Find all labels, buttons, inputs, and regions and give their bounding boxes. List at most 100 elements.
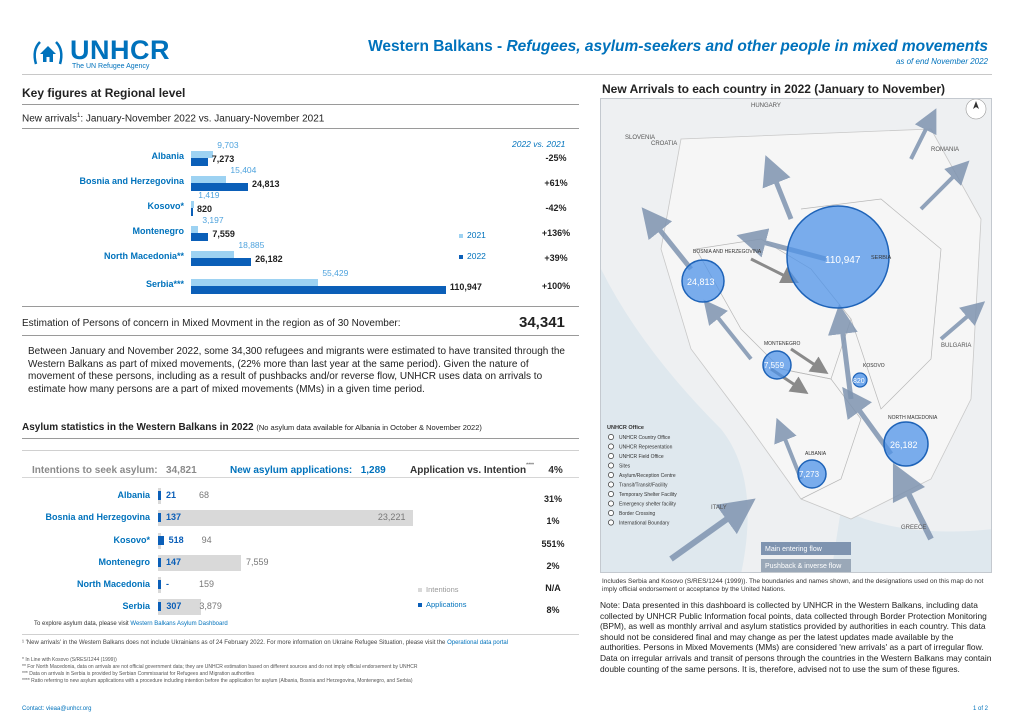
legend-symbol-icon (608, 510, 614, 516)
comparison-header: 2022 vs. 2021 (512, 139, 566, 149)
arrivals-country-label: Serbia*** (145, 279, 184, 289)
unhcr-logo: UNHCR The UN Refugee Agency (30, 36, 190, 70)
legend-symbol-icon (608, 434, 614, 440)
application-ratio: 8% (546, 605, 560, 615)
application-ratio: 1% (546, 516, 560, 526)
bubble-kosovo-label: 820 (853, 378, 865, 385)
bubble-north-macedonia-label: 26,182 (890, 440, 918, 450)
legend-2022: 2022 (459, 251, 486, 261)
estimation-divider (22, 335, 579, 336)
subtitle-divider (22, 128, 579, 129)
map-legend: UNHCR Office UNHCR Country Office UNHCR R… (607, 425, 677, 527)
legend-applications-swatch (418, 603, 422, 608)
bubble-kosovo (852, 372, 868, 388)
bubble-kosovo-country: KOSOVO (863, 363, 885, 369)
map-legend-title: UNHCR Office (607, 425, 644, 431)
sea-area (601, 269, 748, 572)
legend-symbol-icon (608, 472, 614, 478)
bar-2022 (191, 158, 208, 166)
estimation-value: 34,341 (519, 314, 565, 331)
legend-applications: Applications (418, 600, 466, 609)
value-2021: 1,419 (198, 190, 220, 200)
ratio-summary: Application vs. Intention**** 4% (410, 462, 563, 476)
map-caption: Includes Serbia and Kosovo (S/RES/1244 (… (602, 578, 984, 593)
map-legend-item: Temporary Shelter Facility (619, 492, 677, 498)
asylum-dashboard-link[interactable]: Western Balkans Asylum Dashboard (130, 621, 228, 627)
intentions-value: 3,879 (199, 601, 222, 611)
bar-applications (158, 558, 161, 567)
footnote-1: ¹ 'New arrivals' in the Western Balkans … (22, 640, 509, 646)
place-greece: GREECE (901, 525, 926, 531)
legend-intentions-swatch (418, 588, 422, 593)
logo-subtitle: The UN Refugee Agency (72, 63, 150, 70)
intentions-value: 94 (201, 535, 212, 545)
asylum-divider (22, 438, 579, 439)
flow-push-label: Pushback & inverse flow (765, 563, 842, 570)
change-percent: -42% (545, 203, 567, 213)
bubble-albania-label: 7,273 (799, 470, 820, 479)
map-legend-item: International Boundary (619, 521, 670, 527)
key-figures-title: Key figures at Regional level (22, 86, 186, 100)
bar-2021 (191, 226, 199, 233)
map-canvas: HUNGARY SLOVENIA CROATIA ROMANIA BULGARI… (601, 99, 991, 572)
header-divider (22, 74, 992, 75)
bar-2022 (191, 258, 252, 266)
bubble-montenegro-label: 7,559 (764, 361, 785, 370)
footnote-5: **** Ratio referring to new asylum appli… (22, 678, 413, 684)
place-romania: ROMANIA (931, 147, 959, 153)
value-2022: 7,273 (211, 154, 235, 164)
bar-2022 (191, 286, 446, 294)
value-2022: 7,559 (212, 229, 235, 239)
bar-applications (158, 513, 161, 522)
chart-bottom-divider (22, 306, 579, 307)
bar-applications (158, 602, 162, 611)
footer-contact[interactable]: Contact: vieaa@unhcr.org (22, 706, 92, 712)
map-legend-item: Asylum/Reception Centre (619, 473, 676, 479)
unhcr-emblem-icon (33, 41, 63, 65)
bubble-montenegro (762, 350, 792, 380)
map-legend-item: UNHCR Field Office (619, 454, 664, 460)
legend-symbol-icon (608, 500, 614, 507)
bubble-montenegro-country: MONTENEGRO (764, 341, 801, 347)
legend-symbol-icon (608, 462, 614, 469)
map-legend-item: UNHCR Country Office (619, 435, 671, 441)
footnote-4: *** Data on arrivals in Serbia is provid… (22, 671, 255, 677)
map-legend-item: Sites (619, 464, 631, 470)
operational-portal-link[interactable]: Operational data portal (447, 640, 509, 646)
asylum-header-divider (22, 477, 579, 478)
asylum-country-label: North Macedonia (76, 579, 150, 589)
bar-2021 (191, 151, 214, 158)
applications-value: 518 (168, 535, 184, 545)
legend-symbol-icon (608, 443, 614, 450)
arrivals-country-label: Bosnia and Herzegovina (79, 176, 184, 186)
asylum-country-label: Bosnia and Herzegovina (45, 512, 150, 522)
asylum-country-label: Montenegro (98, 557, 151, 567)
bar-2021 (191, 176, 227, 183)
legend-2022-swatch (459, 254, 463, 259)
logo-text: UNHCR (70, 35, 170, 65)
bubble-serbia (786, 205, 890, 309)
map-title: New Arrivals to each country in 2022 (Ja… (602, 82, 946, 96)
place-croatia: CROATIA (651, 141, 677, 147)
flow-main-swatch (761, 542, 851, 555)
change-percent: +100% (541, 281, 571, 291)
legend-2021-swatch (459, 233, 463, 238)
change-percent: -25% (545, 153, 567, 163)
bubble-north-macedonia-country: NORTH MACEDONIA (888, 415, 938, 421)
arrivals-map[interactable]: HUNGARY SLOVENIA CROATIA ROMANIA BULGARI… (600, 98, 992, 573)
value-2021: 15,404 (230, 165, 257, 175)
bubble-serbia-country: SERBIA (871, 255, 892, 261)
arrivals-country-label: Montenegro (132, 226, 185, 236)
bar-2021 (191, 251, 235, 258)
bubble-serbia-label: 110,947 (825, 255, 861, 266)
border-line-2 (800, 198, 942, 410)
map-place-labels: HUNGARY SLOVENIA CROATIA ROMANIA BULGARI… (625, 103, 971, 531)
data-note: Note: Data presented in this dashboard i… (600, 600, 992, 674)
value-2021: 55,429 (322, 268, 349, 278)
page-title: Western Balkans - Refugees, asylum-seeke… (368, 38, 988, 56)
asylum-title: Asylum statistics in the Western Balkans… (22, 422, 482, 433)
value-2021: 18,885 (238, 240, 265, 250)
value-2022: 24,813 (252, 179, 280, 189)
flow-main-label: Main entering flow (765, 546, 823, 553)
intentions-value: 159 (199, 579, 215, 589)
